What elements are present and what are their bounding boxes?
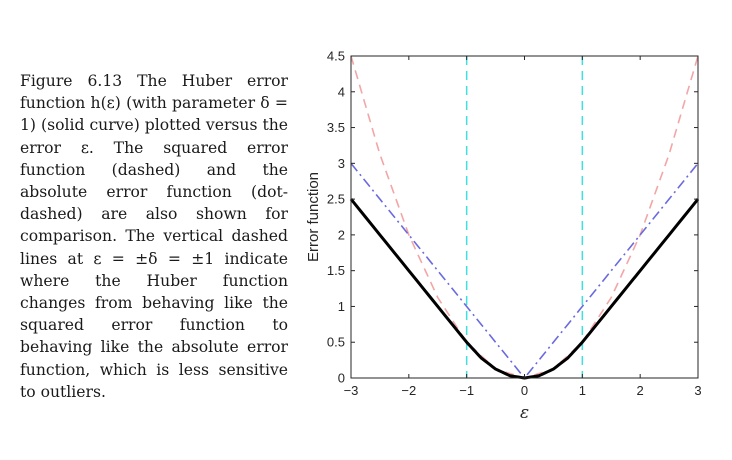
series-dashed (350, 55, 699, 379)
x-tick-label: −3 (344, 383, 359, 398)
y-tick-label: 1 (338, 299, 345, 314)
figure-label: Figure 6.13 (20, 72, 123, 90)
y-tick-label: 1.5 (327, 263, 345, 278)
x-axis-label: ε (520, 403, 529, 423)
x-tick-label: 2 (637, 383, 644, 398)
y-tick-label: 3.5 (327, 120, 345, 135)
x-tick-label: 0 (521, 383, 528, 398)
y-tick-label: 4.5 (327, 49, 345, 64)
caption-text: The Huber error function h(ε) (with para… (20, 72, 288, 401)
y-tick-label: 3 (338, 156, 345, 171)
y-tick-label: 2.5 (327, 192, 345, 207)
series-dot-dashed (350, 162, 699, 379)
figure-caption: Figure 6.13 The Huber error function h(ε… (20, 70, 288, 403)
y-tick-label: 4 (338, 84, 345, 99)
x-tick-label: 1 (579, 383, 586, 398)
y-tick-label: 2 (338, 227, 345, 242)
x-tick-label: −2 (401, 383, 416, 398)
y-tick-label: 0.5 (327, 335, 345, 350)
series-solid (349, 198, 700, 380)
y-tick-label: 0 (338, 371, 345, 386)
x-tick-label: 3 (694, 383, 701, 398)
x-tick-label: −1 (459, 383, 474, 398)
y-axis-label: Error function (305, 172, 322, 262)
